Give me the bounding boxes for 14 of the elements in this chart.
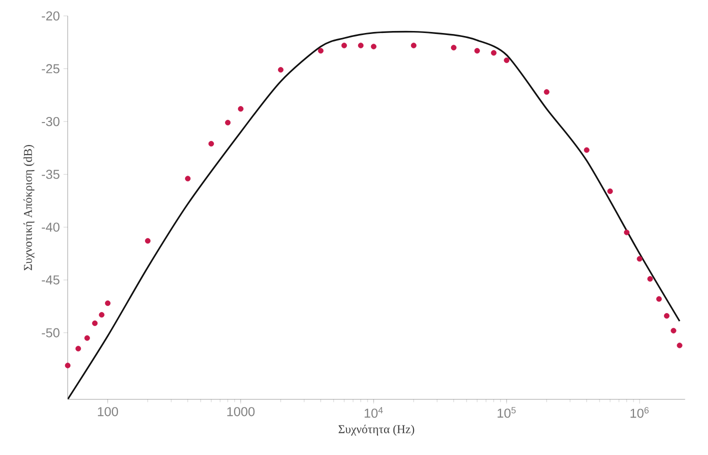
y-tick-label: -40 bbox=[42, 222, 60, 232]
x-tick-label: 10$^{5}$ bbox=[498, 407, 516, 418]
y-tick-label: -50 bbox=[42, 328, 60, 338]
x-tick-label: 100 bbox=[98, 407, 118, 416]
y-tick-label: -35 bbox=[42, 170, 60, 179]
x-tick-label: 10$^{4}$ bbox=[364, 407, 383, 418]
x-axis-title: Συχνότητα (Hz) bbox=[338, 424, 414, 436]
y-axis-title: Συχνοτική Απόκριση (dB) bbox=[23, 144, 34, 270]
y-tick-label: -25 bbox=[42, 64, 60, 74]
y-tick-label: -30 bbox=[42, 116, 60, 126]
y-tick-label: -45 bbox=[42, 275, 60, 284]
x-tick-label: 1000 bbox=[227, 407, 255, 416]
x-tick-label: 10$^{6}$ bbox=[630, 407, 649, 418]
y-tick-label: -20 bbox=[42, 11, 60, 20]
